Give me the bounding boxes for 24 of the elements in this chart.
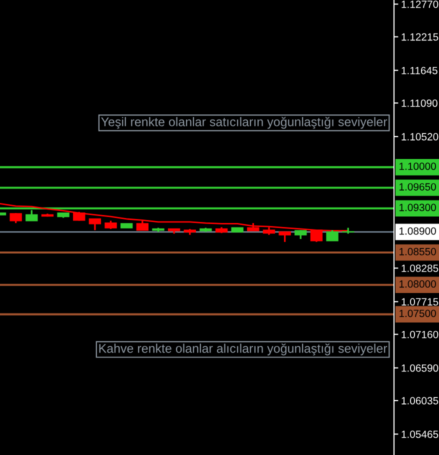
y-tick-label: 1.07715 [402,298,438,306]
y-tick-label: 1.11645 [402,66,438,74]
candlestick [326,229,338,242]
annotation: Kahve renkte olanlar alıcıların yoğunlaştığı seviyeler [99,344,388,356]
y-tick-label: 1.11090 [402,100,438,107]
candlestick [10,212,22,224]
candlestick [88,218,102,231]
y-tick-label: 1.06590 [402,364,438,372]
y-tick-label: 1.08285 [402,264,438,272]
y-tick-label: 1.12215 [402,33,438,41]
ref-line-label: 1.08550 [400,248,436,256]
candlestick [278,231,291,243]
y-tick-label: 1.07160 [402,330,438,338]
ref-line-label: 1.08000 [400,280,436,288]
y-tick-label: 1.06035 [402,397,438,404]
y-tick-label: 1.05465 [402,430,438,438]
ref-line-label: 1.07500 [400,310,436,318]
ref-line-label: 1.09650 [400,183,436,191]
y-tick-label: 1.10520 [402,133,438,140]
ref-line-label: 1.10000 [400,162,436,170]
y-tick-label: 1.12770 [402,0,438,8]
ref-line-label: 1.09300 [400,204,436,212]
ref-line-label: 1.08900 [400,227,436,235]
annotation: Yeşil renkte olanlar satıcıların yoğunlaştığı seviyeler [101,116,388,129]
